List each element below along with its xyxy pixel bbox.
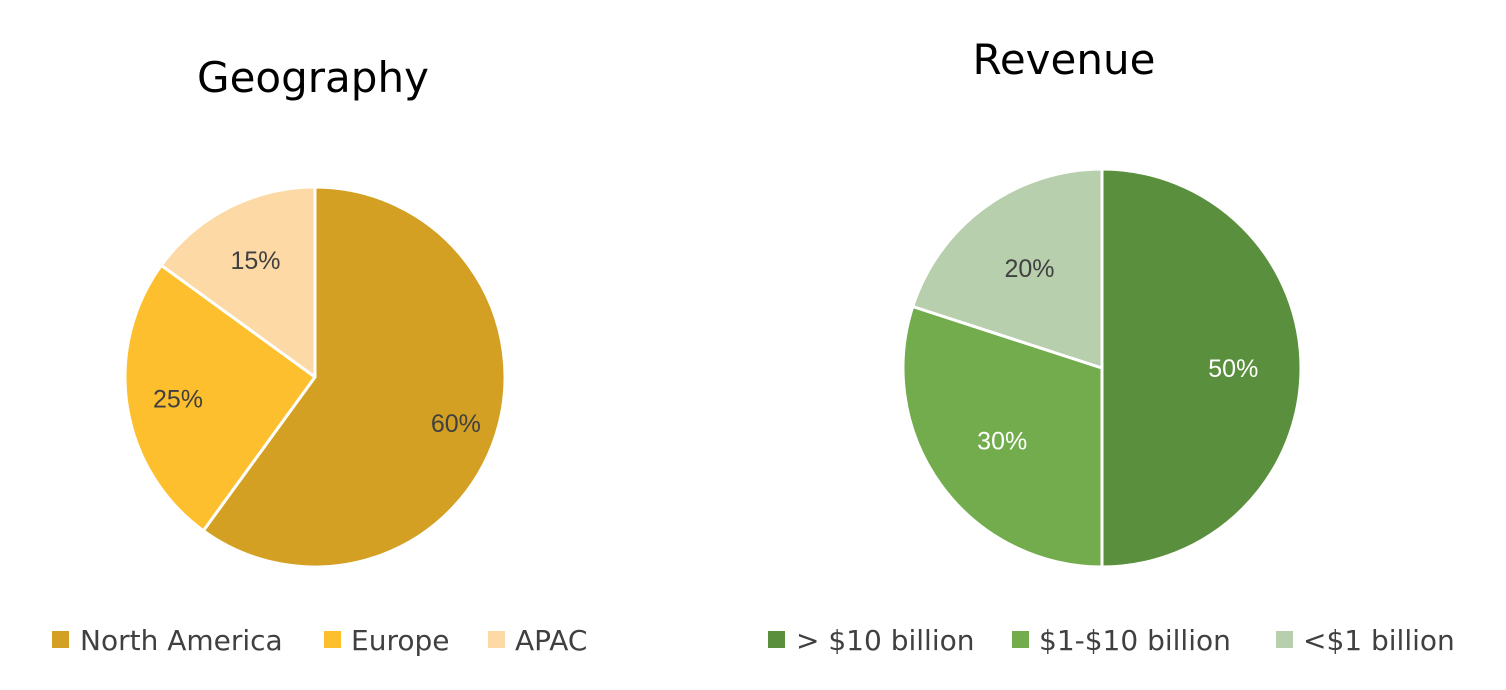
geography-slice-label-north-america: 60% xyxy=(431,410,481,438)
legend-label-over-10-billion: > $10 billion xyxy=(796,624,974,657)
geography-slice-label-apac: 15% xyxy=(230,247,280,275)
legend-label-under-1-billion: <$1 billion xyxy=(1303,624,1455,657)
revenue-slice-1-to-10-billion xyxy=(901,305,1104,569)
geography-slice-label-europe: 25% xyxy=(153,386,203,414)
geography-slice-europe xyxy=(123,263,317,533)
legend-label-1-to-10-billion: $1-$10 billion xyxy=(1039,624,1231,657)
geography-legend: North America Europe APAC xyxy=(52,624,587,657)
revenue-slice-label-1-to-10-billion: 30% xyxy=(977,428,1027,456)
legend-label-north-america: North America xyxy=(80,624,283,657)
legend-swatch-1-to-10-billion xyxy=(1012,631,1029,648)
revenue-pie-chart: Revenue 50% 30% 20% > $10 billion $1-$10 b… xyxy=(768,35,1455,657)
legend-swatch-under-1-billion xyxy=(1276,631,1293,648)
revenue-slice-under-1-billion xyxy=(911,167,1104,370)
revenue-legend: > $10 billion $1-$10 billion <$1 billion xyxy=(768,624,1455,657)
geography-slice-north-america xyxy=(201,185,507,569)
geography-slice-labels: 60% 25% 15% xyxy=(153,247,481,438)
geography-slices xyxy=(123,185,507,569)
legend-label-europe: Europe xyxy=(351,624,449,657)
revenue-slice-label-over-10-billion: 50% xyxy=(1208,355,1258,383)
legend-swatch-apac xyxy=(488,631,505,648)
geography-chart-title: Geography xyxy=(197,53,429,102)
revenue-chart-title: Revenue xyxy=(973,35,1156,84)
geography-slice-apac xyxy=(159,185,317,379)
legend-label-apac: APAC xyxy=(515,624,587,657)
revenue-slices xyxy=(901,167,1303,569)
revenue-slice-over-10-billion xyxy=(1100,167,1303,569)
geography-pie-chart: Geography 60% 25% 15% North America Europe… xyxy=(52,53,587,657)
legend-swatch-over-10-billion xyxy=(768,631,785,648)
legend-swatch-north-america xyxy=(52,631,69,648)
revenue-slice-labels: 50% 30% 20% xyxy=(977,255,1258,455)
legend-swatch-europe xyxy=(324,631,341,648)
revenue-slice-label-under-1-billion: 20% xyxy=(1004,255,1054,283)
